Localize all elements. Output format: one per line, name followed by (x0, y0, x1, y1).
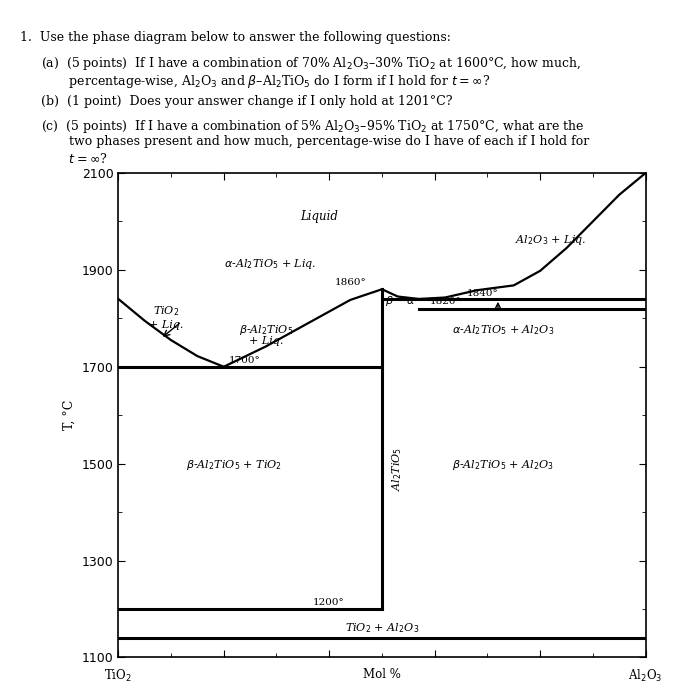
Text: Mol %: Mol % (363, 668, 401, 681)
Text: (c)  (5 points)  If I have a combination of 5% Al$_2$O$_3$–95% TiO$_2$ at 1750°C: (c) (5 points) If I have a combination o… (41, 118, 584, 135)
Text: 1840°: 1840° (466, 289, 498, 298)
Y-axis label: T, °C: T, °C (63, 400, 76, 430)
Text: percentage-wise, Al$_2$O$_3$ and $\beta$–Al$_2$TiO$_5$ do I form if I hold for $: percentage-wise, Al$_2$O$_3$ and $\beta$… (41, 73, 490, 90)
Text: $\alpha$: $\alpha$ (406, 296, 416, 307)
Text: 1860°: 1860° (335, 278, 366, 287)
Text: $\alpha$-Al$_2$TiO$_5$ + Al$_2$O$_3$: $\alpha$-Al$_2$TiO$_5$ + Al$_2$O$_3$ (452, 323, 554, 336)
Text: $t = \infty$?: $t = \infty$? (41, 152, 107, 166)
Text: $\beta$-Al$_2$TiO$_5$: $\beta$-Al$_2$TiO$_5$ (239, 323, 293, 337)
Text: $\beta$: $\beta$ (385, 294, 394, 308)
Text: Al$_2$O$_3$ + Liq.: Al$_2$O$_3$ + Liq. (515, 233, 586, 247)
Text: Al$_2$TiO$_5$: Al$_2$TiO$_5$ (390, 446, 404, 491)
Text: + Liq.: + Liq. (249, 336, 283, 345)
Text: $\beta$-Al$_2$TiO$_5$ + Al$_2$O$_3$: $\beta$-Al$_2$TiO$_5$ + Al$_2$O$_3$ (452, 459, 554, 473)
Text: 1820°: 1820° (429, 298, 461, 307)
Text: + Liq.: + Liq. (149, 320, 183, 330)
Text: two phases present and how much, percentage-wise do I have of each if I hold for: two phases present and how much, percent… (41, 135, 589, 148)
Text: Al$_2$O$_3$: Al$_2$O$_3$ (629, 668, 662, 684)
Text: 1700°: 1700° (229, 356, 261, 365)
Text: 1200°: 1200° (313, 598, 345, 607)
Text: Liquid: Liquid (299, 210, 337, 223)
Text: (b)  (1 point)  Does your answer change if I only hold at 1201°C?: (b) (1 point) Does your answer change if… (41, 95, 452, 109)
Text: $\alpha$-Al$_2$TiO$_5$ + Liq.: $\alpha$-Al$_2$TiO$_5$ + Liq. (224, 257, 316, 271)
Text: (a)  (5 points)  If I have a combination of 70% Al$_2$O$_3$–30% TiO$_2$ at 1600°: (a) (5 points) If I have a combination o… (41, 55, 580, 73)
Text: 1.  Use the phase diagram below to answer the following questions:: 1. Use the phase diagram below to answer… (20, 31, 451, 44)
Text: TiO$_2$: TiO$_2$ (153, 304, 179, 318)
Text: TiO$_2$: TiO$_2$ (104, 668, 132, 684)
Text: $\beta$-Al$_2$TiO$_5$ + TiO$_2$: $\beta$-Al$_2$TiO$_5$ + TiO$_2$ (187, 459, 283, 473)
Text: TiO$_2$ + Al$_2$O$_3$: TiO$_2$ + Al$_2$O$_3$ (345, 621, 419, 635)
